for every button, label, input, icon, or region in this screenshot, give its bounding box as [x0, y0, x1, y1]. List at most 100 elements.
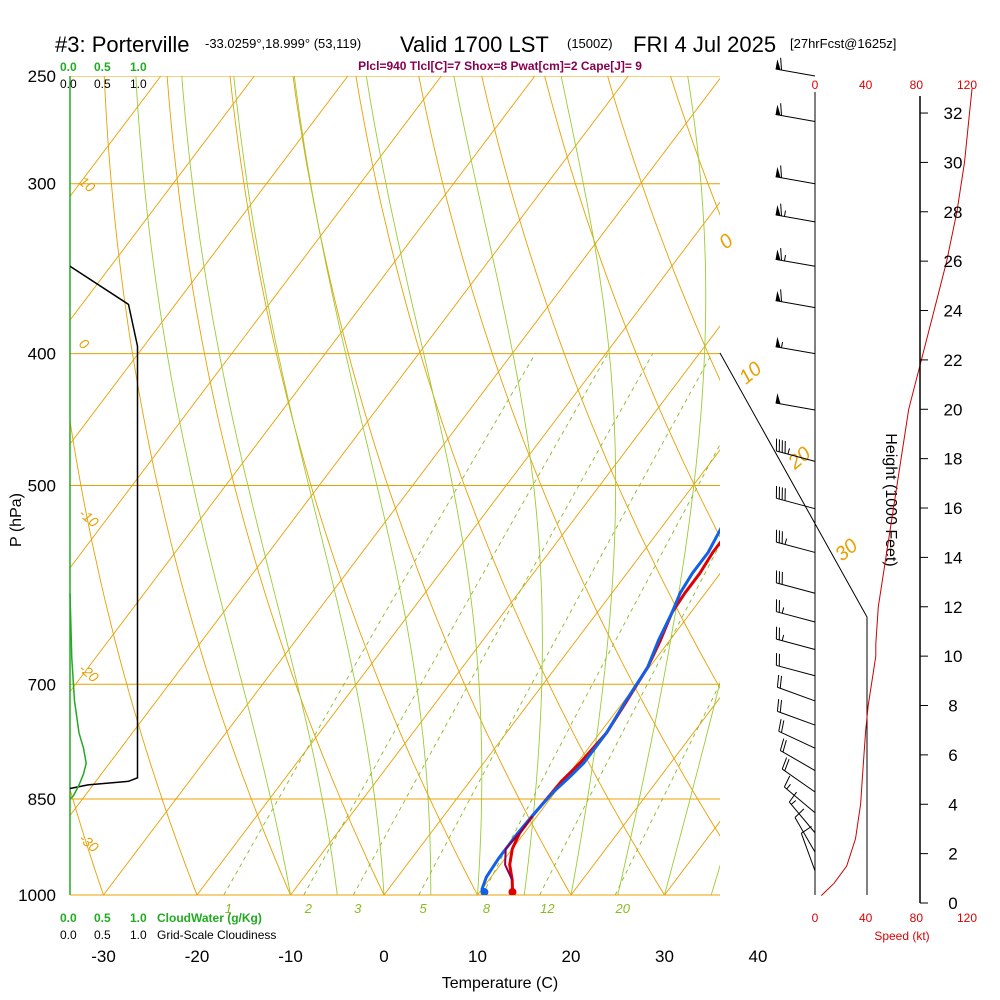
height-tick-label: 8: [948, 697, 957, 716]
valid-date: FRI 4 Jul 2025: [633, 32, 776, 57]
height-tick-label: 32: [944, 104, 963, 123]
cloud-profiles: [69, 265, 139, 800]
dry-adiabat: [481, 76, 720, 689]
pressure-ticks: 250 300 400 500 700 850 1000: [18, 67, 56, 905]
wind-barb: [775, 599, 816, 623]
pressure-tick-label: 500: [28, 477, 56, 496]
panel-boundary: [719, 352, 868, 895]
isotherm: [70, 76, 629, 817]
moist-adiabat: [293, 76, 432, 895]
temperature-tick-label: -10: [278, 947, 303, 966]
dry-adiabat: [544, 76, 720, 538]
wind-barb: [783, 775, 816, 814]
height-tick-label: 20: [944, 400, 963, 419]
mixing-ratio-label: 3: [354, 901, 362, 916]
isotherm: [290, 325, 720, 895]
cloudiness-label: Grid-Scale Cloudiness: [157, 928, 276, 942]
dry-adiabat-label: 20: [783, 443, 815, 475]
wind-barb: [778, 719, 816, 749]
height-axis-label: Height (1000 Feet): [882, 433, 899, 566]
height-tick-label: 28: [944, 203, 963, 222]
cloudwater-label: CloudWater (g/Kg): [157, 911, 262, 925]
pressure-tick-label: 700: [28, 675, 56, 694]
cloudwater-bottom-tick-1: 0.5: [94, 911, 111, 925]
height-tick-label: 30: [944, 153, 963, 172]
utc-time: (1500Z): [567, 36, 613, 51]
mixing-ratio-label: 5: [420, 901, 428, 916]
height-tick-label: 18: [944, 450, 963, 469]
mixing-ratio-line: [614, 682, 720, 895]
mixing-ratio-line: [352, 353, 654, 895]
wind-barb: [775, 626, 816, 651]
wind-barb: [794, 808, 816, 853]
cloudiness-top-tick-1: 0.5: [94, 77, 111, 91]
dry-adiabat: [418, 76, 720, 837]
wind-barb: [775, 248, 816, 267]
dewpoint-surface-dot: [480, 888, 489, 895]
speed-bottom-tick: 40: [859, 911, 873, 925]
cloud water-line: [69, 593, 87, 800]
wind-barb: [776, 674, 816, 702]
pressure-tick-label: 300: [28, 175, 56, 194]
mixing-ratio-label: 20: [615, 901, 631, 916]
wind-barb-panel: [719, 57, 868, 895]
height-tick-label: 4: [948, 795, 957, 814]
cloudwater-top-tick-0: 0.0: [60, 60, 77, 74]
dry-adiabat-label: 10: [735, 358, 766, 389]
cloudiness-top-tick-0: 0.0: [60, 77, 77, 91]
dry-adiabat: [859, 76, 1000, 895]
height-tick-label: 16: [944, 499, 963, 518]
height-tick-label: 12: [944, 598, 963, 617]
station-title: #3: Porterville: [55, 32, 190, 57]
isotherm-label: 10: [76, 173, 98, 195]
wind-barb: [775, 485, 816, 510]
wind-barb: [775, 103, 816, 122]
wind-barb: [775, 570, 816, 594]
wind-barb: [775, 529, 816, 553]
mixing-ratio-line: [481, 443, 720, 895]
dry-adiabat: [70, 787, 104, 895]
dry-adiabat: [0, 76, 10, 895]
cloudiness-top-tick-2: 1.0: [130, 77, 147, 91]
wind-barb: [775, 336, 816, 355]
dry-adiabat-label: 0: [715, 230, 738, 254]
moist-adiabat: [135, 76, 291, 895]
cloudwater-top-tick-1: 0.5: [94, 60, 111, 74]
grid-scale cloudiness-line: [69, 265, 139, 790]
speed-top-tick: 40: [859, 78, 873, 92]
speed-top-tick: 0: [812, 78, 819, 92]
mixing-ratio-label: 2: [304, 901, 313, 916]
height-tick-label: 2: [948, 845, 957, 864]
moist-adiabat: [560, 76, 617, 895]
moist-adiabat: [664, 680, 720, 895]
height-tick-label: 6: [948, 746, 957, 765]
temperature-tick-label: -30: [91, 947, 116, 966]
pressure-tick-label: 1000: [18, 886, 56, 905]
speed-axis-label: Speed (kt): [874, 929, 929, 943]
isotherm: [383, 449, 720, 895]
height-tick-label: 26: [944, 252, 963, 271]
wind-speed-line: [820, 88, 973, 896]
y-axis-label: P (hPa): [8, 493, 25, 547]
cloudwater-top-tick-2: 1.0: [130, 60, 147, 74]
isotherm: [196, 201, 720, 895]
cloudwater-bottom-tick-2: 1.0: [130, 911, 147, 925]
wind-barb: [775, 57, 816, 77]
speed-top-tick: 120: [957, 78, 977, 92]
mixing-ratio-line: [418, 353, 713, 895]
sounding-profiles: [480, 526, 720, 895]
isotherm: [70, 76, 442, 569]
station-coords: -33.0259°,18.999° (53,119): [205, 36, 361, 51]
cloudiness-bottom-tick-2: 1.0: [130, 928, 147, 942]
cloudwater-bottom-tick-0: 0.0: [60, 911, 77, 925]
forecast-info: [27hrFcst@1625z]: [790, 36, 896, 51]
temperature-surface-dot: [508, 888, 517, 895]
height-tick-label: 14: [944, 548, 963, 567]
wind-barb: [775, 653, 816, 677]
wind-barb: [800, 825, 816, 872]
temperature-tick-label: 10: [468, 947, 487, 966]
parcel-line: [504, 815, 534, 881]
speed-bottom-tick: 0: [812, 911, 819, 925]
wind-barb: [775, 289, 816, 309]
